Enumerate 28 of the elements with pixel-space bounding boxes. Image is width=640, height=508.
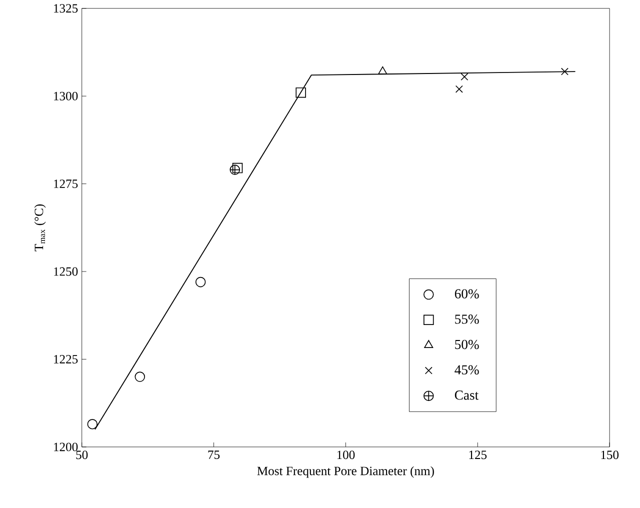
x-tick-label: 125 xyxy=(469,450,487,460)
point xyxy=(195,277,206,288)
x-axis-title: Most Frequent Pore Diameter (nm) xyxy=(257,466,434,478)
y-tick-label: 1275 xyxy=(54,180,78,188)
legend-label: 45% xyxy=(454,365,479,375)
point xyxy=(134,372,146,382)
y-tick-label: 1225 xyxy=(54,355,78,364)
point xyxy=(230,164,240,176)
y-tick-label: 1325 xyxy=(54,4,78,13)
point xyxy=(87,419,98,430)
legend-label: Cast xyxy=(454,390,479,400)
x-tick-label: 150 xyxy=(601,450,619,460)
point xyxy=(296,88,306,98)
legend-label: 55% xyxy=(455,314,479,324)
y-tick-label: 1200 xyxy=(54,442,78,452)
y-tick-label: 1300 xyxy=(54,92,78,100)
x-tick-label: 50 xyxy=(76,450,88,460)
point xyxy=(560,68,568,76)
point xyxy=(232,162,243,174)
point xyxy=(460,73,468,81)
y-axis-title: T$_{max}$ (°C) xyxy=(34,204,46,252)
point xyxy=(455,85,463,93)
x-tick-label: 100 xyxy=(337,450,355,460)
y-tick-label: 1250 xyxy=(54,267,78,276)
legend-label: 60% xyxy=(454,289,479,299)
legend-label: 50% xyxy=(455,340,479,350)
point xyxy=(378,66,388,74)
x-tick-label: 75 xyxy=(208,450,220,460)
